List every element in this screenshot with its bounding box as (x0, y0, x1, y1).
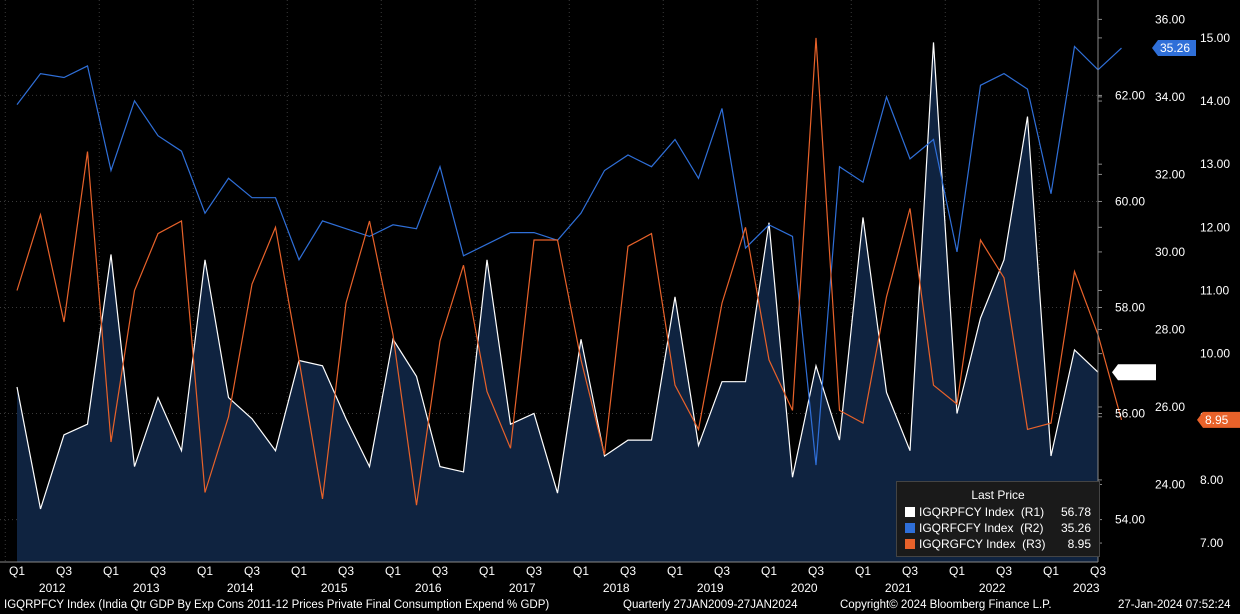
y-tick-label-r3: 14.00 (1200, 94, 1230, 108)
x-year-label: 2013 (133, 581, 160, 595)
last-value-text-r1: 56.78 (1120, 365, 1150, 379)
x-tick-label: Q1 (949, 564, 965, 578)
y-axes: 54.00 56.00 58.00 60.00 62.00 24.00 26.00 28.00… (1098, 12, 1230, 550)
x-tick-label: Q1 (573, 564, 589, 578)
legend-value: 56.78 (1060, 505, 1091, 519)
footer-copyright: Copyright© 2024 Bloomberg Finance L.P. (840, 599, 1052, 611)
y-tick-label-r3: 8.00 (1200, 473, 1224, 487)
x-tick-label: Q3 (808, 564, 824, 578)
legend-item-r3: IGQRGFCY Index (R3) 8.95 (897, 536, 1099, 552)
last-value-text-r2: 35.26 (1160, 41, 1190, 55)
chart-canvas: Q1 Q3 Q1 Q3 Q1 Q3 Q1 Q3 Q1 Q3 Q1 Q3 Q1 Q3 Q1 Q3 Q1 Q3 Q1 Q3… (0, 0, 1240, 595)
legend-swatch-r2 (905, 523, 915, 533)
x-year-label: 2018 (603, 581, 630, 595)
x-tick-label: Q3 (244, 564, 260, 578)
y-tick-label-r3: 12.00 (1200, 220, 1230, 234)
y-tick-label-r2: 34.00 (1155, 90, 1185, 104)
x-tick-label: Q1 (9, 564, 25, 578)
x-tick-label: Q1 (103, 564, 119, 578)
legend-value: 35.26 (1060, 521, 1091, 535)
x-tick-label: Q1 (1043, 564, 1059, 578)
x-year-label: 2017 (509, 581, 536, 595)
x-tick-label: Q3 (902, 564, 918, 578)
x-tick-label: Q1 (291, 564, 307, 578)
x-year-label: 2021 (885, 581, 912, 595)
last-value-tag-r3 (1197, 411, 1240, 428)
legend-item-r2: IGQRFCFY Index (R2) 35.26 (897, 520, 1099, 536)
x-tick-label: Q3 (714, 564, 730, 578)
last-value-text-r3: 8.95 (1205, 413, 1229, 427)
x-tick-label: Q3 (526, 564, 542, 578)
x-year-label: 2016 (415, 581, 442, 595)
x-tick-label: Q3 (620, 564, 636, 578)
r1-area-fill (17, 42, 1098, 562)
y-tick-label-r2: 24.00 (1155, 477, 1185, 491)
y-tick-label-r1: 56.00 (1115, 407, 1145, 421)
x-tick-label: Q1 (479, 564, 495, 578)
x-tick-label: Q3 (150, 564, 166, 578)
footer-timestamp: 27-Jan-2024 07:52:24 (1118, 599, 1231, 611)
x-year-label: 2019 (697, 581, 724, 595)
last-value-tag-r1 (1112, 364, 1156, 381)
y-tick-label-r2: 32.00 (1155, 167, 1185, 181)
y-tick-label-r2: 30.00 (1155, 245, 1185, 259)
x-year-label: 2012 (39, 581, 66, 595)
x-tick-label: Q3 (56, 564, 72, 578)
series-line-r2 (16, 45, 1122, 466)
x-year-label: 2014 (227, 581, 254, 595)
legend-value: 8.95 (1067, 537, 1091, 551)
legend-title: Last Price (971, 488, 1025, 502)
y-tick-label-r2: 26.00 (1155, 400, 1185, 414)
r1-area-path (17, 42, 1098, 562)
legend-label: IGQRGFCY Index (R3) (919, 537, 1046, 551)
last-value-tag-r2 (1152, 40, 1196, 57)
legend-label: IGQRPFCY Index (R1) (919, 505, 1045, 519)
last-value-labels: 56.78 35.26 8.95 (1112, 40, 1240, 428)
series-line-r1 (16, 42, 1099, 510)
x-tick-label: Q3 (1090, 564, 1106, 578)
x-tick-label: Q1 (667, 564, 683, 578)
y-tick-label-r3: 15.00 (1200, 31, 1230, 45)
x-tick-label: Q1 (855, 564, 871, 578)
series-line-r3 (16, 37, 1123, 506)
x-year-label: 2015 (321, 581, 348, 595)
y-tick-label-r3: 13.00 (1200, 157, 1230, 171)
x-tick-label: Q1 (385, 564, 401, 578)
x-tick-label: Q3 (996, 564, 1012, 578)
footer-bar: IGQRPFCY Index (India Qtr GDP By Exp Con… (0, 598, 1240, 614)
x-tick-label: Q3 (432, 564, 448, 578)
y-tick-label-r1: 58.00 (1115, 301, 1145, 315)
x-axis: Q1 Q3 Q1 Q3 Q1 Q3 Q1 Q3 Q1 Q3 Q1 Q3 Q1 Q3 Q1 Q3 Q1 Q3 Q1 Q3… (0, 0, 1106, 595)
x-tick-label: Q1 (197, 564, 213, 578)
x-year-label: 2022 (979, 581, 1006, 595)
y-tick-label-r1: 54.00 (1115, 513, 1145, 527)
x-tick-label: Q1 (761, 564, 777, 578)
y-tick-label-r2: 36.00 (1155, 12, 1185, 26)
legend-swatch-r1 (905, 507, 915, 517)
legend: Last Price IGQRPFCY Index (R1) 56.78 IGQ… (896, 481, 1100, 557)
y-tick-label-r2: 28.00 (1155, 322, 1185, 336)
series-lines (16, 37, 1123, 510)
y-tick-label-r1: 60.00 (1115, 194, 1145, 208)
y-tick-label-r1: 62.00 (1115, 88, 1145, 102)
x-tick-label: Q3 (338, 564, 354, 578)
legend-swatch-r3 (905, 539, 915, 549)
y-tick-label-r3: 7.00 (1200, 536, 1224, 550)
footer-frequency: Quarterly 27JAN2009-27JAN2024 (623, 599, 798, 611)
x-year-label: 2020 (791, 581, 818, 595)
legend-label: IGQRFCFY Index (R2) (919, 521, 1044, 535)
y-tick-label-r3: 10.00 (1200, 347, 1230, 361)
footer-description: IGQRPFCY Index (India Qtr GDP By Exp Con… (4, 599, 550, 611)
legend-item-r1: IGQRPFCY Index (R1) 56.78 (897, 504, 1099, 520)
y-tick-label-r3: 11.00 (1200, 283, 1229, 297)
x-year-label: 2023 (1073, 581, 1100, 595)
